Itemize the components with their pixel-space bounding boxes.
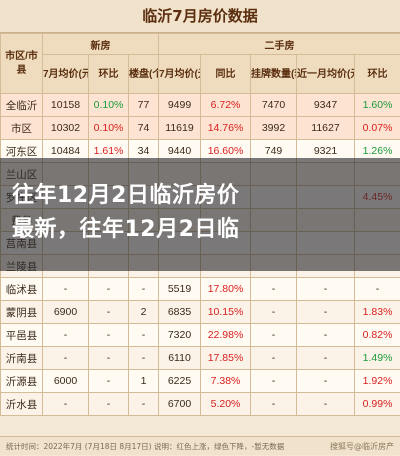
cell-stock: 74 <box>129 117 159 140</box>
cell-sh-avg: 7320 <box>159 324 201 347</box>
cell-yoy: 5.20% <box>201 393 251 416</box>
cell-region: 平邑县 <box>1 324 43 347</box>
header-new-avg: 7月均价(元/㎡) <box>43 55 89 94</box>
header-new-mom: 环比 <box>89 55 129 94</box>
cell-recent: 9347 <box>297 94 355 117</box>
cell-listed: 3992 <box>251 117 297 140</box>
cell-new-avg: - <box>43 347 89 370</box>
cell-yoy: 10.15% <box>201 301 251 324</box>
cell-new-mom: 0.10% <box>89 94 129 117</box>
cell-new-avg: - <box>43 393 89 416</box>
cell-listed: - <box>251 301 297 324</box>
cell-yoy: 14.76% <box>201 117 251 140</box>
footer-brand: 搜狐号@临沂房产 <box>330 437 394 456</box>
cell-sh-mom: 1.92% <box>355 370 400 393</box>
cell-new-avg: 6900 <box>43 301 89 324</box>
cell-sh-mom: 1.83% <box>355 301 400 324</box>
cell-sh-mom: 0.82% <box>355 324 400 347</box>
cell-region: 沂源县 <box>1 370 43 393</box>
cell-stock: 2 <box>129 301 159 324</box>
cell-stock: 1 <box>129 370 159 393</box>
cell-recent: - <box>297 278 355 301</box>
cell-sh-avg: 6700 <box>159 393 201 416</box>
cell-sh-avg: 11619 <box>159 117 201 140</box>
cell-recent: - <box>297 370 355 393</box>
header-new-stock: 楼盘(个) <box>129 55 159 94</box>
cell-listed: - <box>251 324 297 347</box>
cell-sh-mom: 0.99% <box>355 393 400 416</box>
cell-stock: - <box>129 324 159 347</box>
cell-yoy: 17.80% <box>201 278 251 301</box>
cell-listed: 7470 <box>251 94 297 117</box>
header-region: 市区/市县 <box>1 34 43 94</box>
cell-region: 全临沂 <box>1 94 43 117</box>
cell-new-avg: - <box>43 324 89 347</box>
cell-sh-mom: 1.49% <box>355 347 400 370</box>
header-sh-recent: 近一月均价(元/㎡) <box>297 55 355 94</box>
cell-yoy: 7.38% <box>201 370 251 393</box>
header-sh-listed: 挂牌数量(套) <box>251 55 297 94</box>
cell-stock: - <box>129 278 159 301</box>
cell-new-mom: 0.10% <box>89 117 129 140</box>
cell-yoy: 22.98% <box>201 324 251 347</box>
cell-recent: - <box>297 393 355 416</box>
cell-region: 沂南县 <box>1 347 43 370</box>
cell-sh-mom: 0.07% <box>355 117 400 140</box>
overlay-line-2: 最新，往年12月2日临 <box>12 213 392 247</box>
overlay-line-1: 往年12月2日临沂房价 <box>12 179 392 213</box>
cell-region: 沂水县 <box>1 393 43 416</box>
cell-stock: 77 <box>129 94 159 117</box>
cell-new-mom: - <box>89 324 129 347</box>
page-title: 临沂7月房价数据 <box>0 0 400 33</box>
cell-sh-mom: 1.60% <box>355 94 400 117</box>
cell-recent: - <box>297 347 355 370</box>
header-sh-mom: 环比 <box>355 55 400 94</box>
title-overlay: 往年12月2日临沂房价 最新，往年12月2日临 <box>0 158 400 271</box>
cell-new-mom: - <box>89 370 129 393</box>
footer-text: 统计时间：2022年7月 (7月18日 8月17日) 说明：红色上涨，绿色下降，… <box>6 442 284 451</box>
cell-new-avg: 10158 <box>43 94 89 117</box>
cell-yoy: 17.85% <box>201 347 251 370</box>
cell-new-avg: 10302 <box>43 117 89 140</box>
cell-sh-avg: 9499 <box>159 94 201 117</box>
cell-recent: - <box>297 301 355 324</box>
cell-new-mom: - <box>89 278 129 301</box>
cell-recent: - <box>297 324 355 347</box>
header-sh-yoy: 同比 <box>201 55 251 94</box>
cell-new-mom: - <box>89 301 129 324</box>
cell-region: 蒙阴县 <box>1 301 43 324</box>
cell-region: 临沭县 <box>1 278 43 301</box>
cell-recent: 11627 <box>297 117 355 140</box>
header-new-group: 新房 <box>43 34 159 55</box>
cell-listed: - <box>251 393 297 416</box>
cell-sh-avg: 6225 <box>159 370 201 393</box>
cell-yoy: 6.72% <box>201 94 251 117</box>
header-second-group: 二手房 <box>159 34 400 55</box>
header-sh-avg: 7月均价(元/㎡) <box>159 55 201 94</box>
cell-listed: - <box>251 347 297 370</box>
cell-listed: - <box>251 370 297 393</box>
cell-new-mom: - <box>89 393 129 416</box>
cell-sh-avg: 5519 <box>159 278 201 301</box>
cell-new-avg: 6000 <box>43 370 89 393</box>
cell-sh-mom: - <box>355 278 400 301</box>
footer-note: 统计时间：2022年7月 (7月18日 8月17日) 说明：红色上涨，绿色下降，… <box>0 436 400 455</box>
cell-stock: - <box>129 393 159 416</box>
cell-sh-avg: 6110 <box>159 347 201 370</box>
cell-stock: - <box>129 347 159 370</box>
cell-region: 市区 <box>1 117 43 140</box>
cell-new-avg: - <box>43 278 89 301</box>
cell-new-mom: - <box>89 347 129 370</box>
cell-listed: - <box>251 278 297 301</box>
cell-sh-avg: 6835 <box>159 301 201 324</box>
